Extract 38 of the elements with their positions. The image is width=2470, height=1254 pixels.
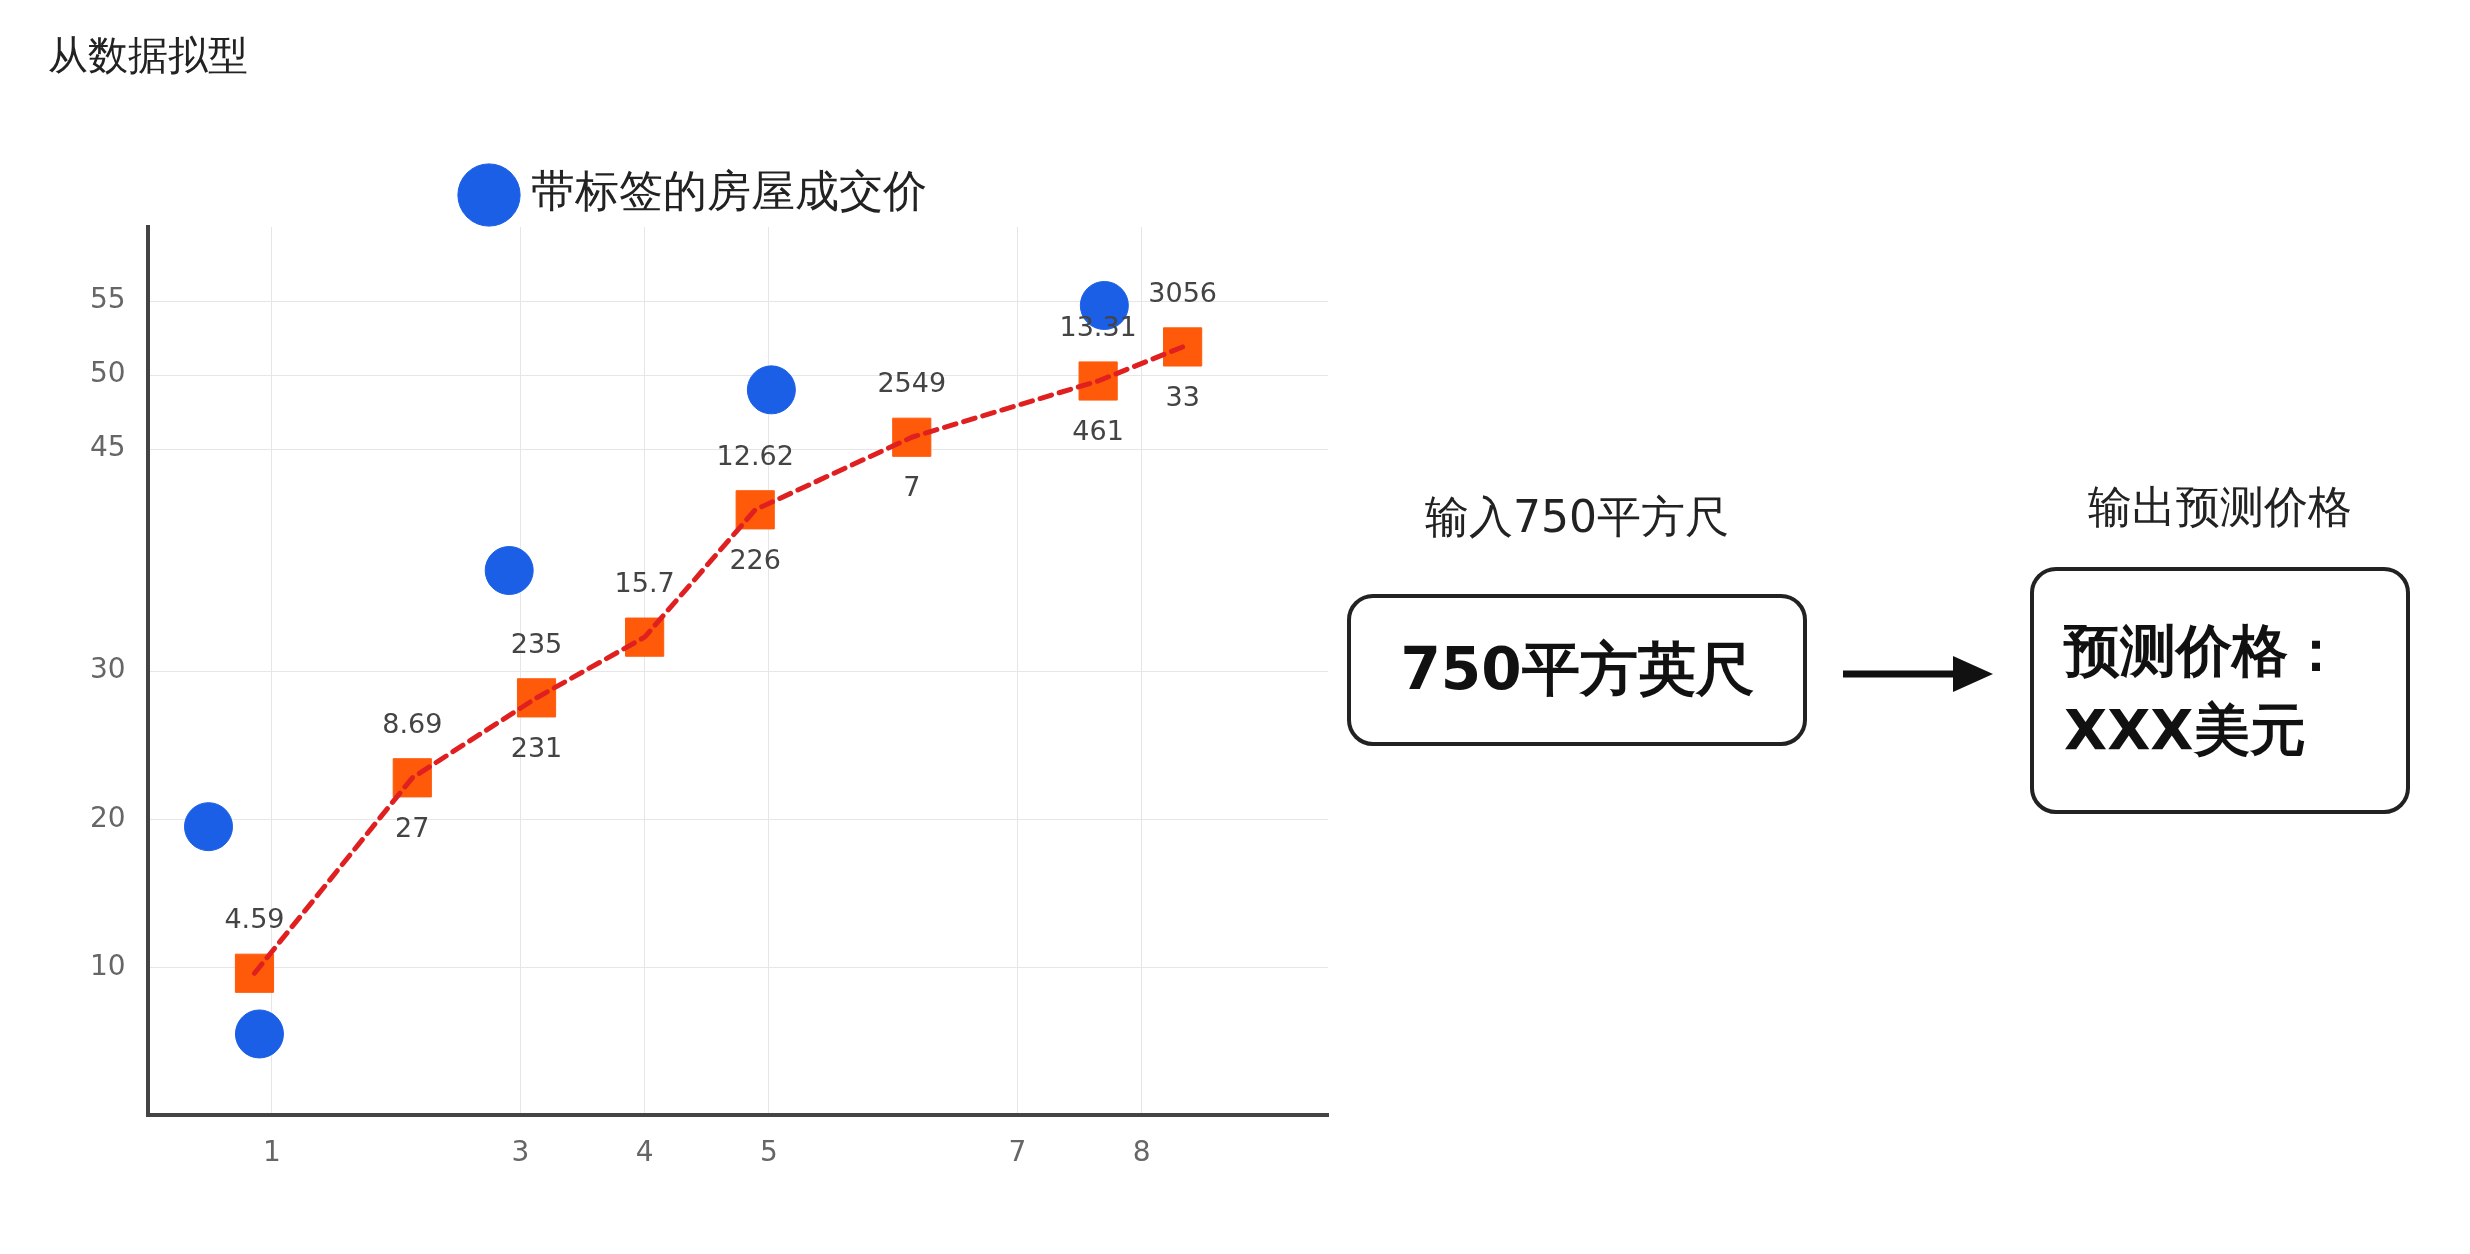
annotation: 12.62 <box>716 439 794 471</box>
point <box>1163 327 1203 367</box>
legend-label: 带标签的房屋成交价 <box>531 165 927 217</box>
annotation: 27 <box>395 811 430 843</box>
annotation: 231 <box>510 731 563 763</box>
y-tick-label: 45 <box>89 430 126 464</box>
annotation: 7 <box>903 471 921 503</box>
annotation: 33 <box>1165 380 1200 412</box>
annotation: 4.59 <box>224 903 285 935</box>
y-tick-label: 50 <box>89 356 126 390</box>
y-tick-label: 30 <box>89 652 126 686</box>
y-tick-label: 55 <box>89 282 126 316</box>
x-tick-label: 4 <box>635 1135 654 1169</box>
annotation: 235 <box>510 627 563 659</box>
y-tick-label: 10 <box>89 948 126 982</box>
x-tick-label: 3 <box>511 1135 530 1169</box>
point <box>484 546 534 596</box>
text: 输入750平方尺 <box>1424 490 1730 544</box>
point <box>746 365 796 415</box>
rounded-box: 预测价格：XXX美元 <box>2030 567 2410 814</box>
annotation: 226 <box>729 543 781 575</box>
x-tick-label: 5 <box>759 1135 778 1169</box>
annotation: 3056 <box>1148 276 1217 308</box>
chart-title: 从数据拟型 <box>48 31 249 80</box>
annotation: 13.31 <box>1059 311 1137 342</box>
annotation: 15.7 <box>614 567 675 599</box>
x-tick-label: 7 <box>1008 1135 1027 1169</box>
annotation: 2549 <box>877 367 947 399</box>
rounded-box: 750平方英尺 <box>1347 594 1807 746</box>
x-tick-label: 1 <box>262 1135 281 1169</box>
point <box>234 953 275 993</box>
x-tick-label: 8 <box>1132 1135 1151 1169</box>
point <box>234 1009 284 1059</box>
text: 输出预测价格 <box>2087 480 2353 534</box>
annotation: 8.69 <box>382 707 443 739</box>
point <box>184 802 234 852</box>
annotation: 461 <box>1072 415 1124 446</box>
y-tick-label: 20 <box>89 800 126 834</box>
